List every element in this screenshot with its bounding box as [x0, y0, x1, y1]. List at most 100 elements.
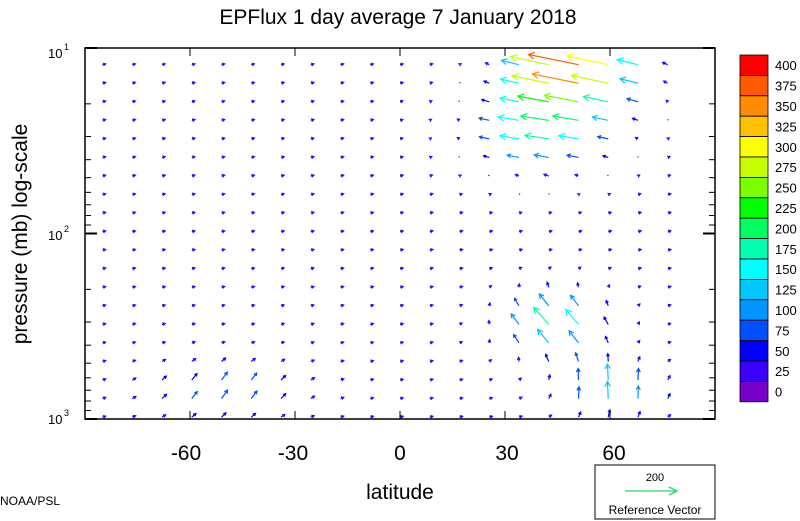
- flux-arrow-head: [370, 229, 375, 234]
- flux-arrow-head: [163, 375, 168, 380]
- flux-arrow: [510, 56, 549, 66]
- flux-arrow-head: [340, 377, 345, 382]
- flux-arrow-head: [636, 174, 641, 178]
- flux-arrow-head: [102, 155, 107, 160]
- flux-arrow-head: [551, 113, 560, 121]
- flux-arrow-head: [578, 248, 583, 252]
- flux-arrow-head: [459, 303, 464, 308]
- flux-arrow-head: [223, 412, 227, 416]
- flux-arrow-head: [459, 266, 464, 271]
- flux-arrow-head: [429, 174, 434, 178]
- flux-arrow-head: [340, 285, 345, 289]
- flux-arrow-head: [565, 153, 572, 159]
- flux-arrow-head: [370, 192, 375, 197]
- flux-arrow-head: [667, 211, 673, 215]
- flux-arrow-head: [667, 285, 673, 289]
- flux-arrow-head: [310, 266, 316, 271]
- colorbar-label: 0: [775, 385, 782, 400]
- flux-arrow-head: [635, 367, 641, 373]
- flux-arrow-head: [667, 266, 673, 271]
- flux-arrow-head: [102, 248, 107, 252]
- flux-arrow: [603, 316, 609, 325]
- flux-arrow-head: [221, 266, 226, 271]
- flux-arrow-head: [548, 266, 552, 270]
- flux-arrow-head: [399, 155, 405, 160]
- flux-arrow-head: [251, 81, 256, 85]
- flux-arrow-head: [192, 412, 197, 417]
- flux-arrow-head: [489, 211, 494, 215]
- flux-arrow: [481, 99, 490, 103]
- flux-arrow: [459, 81, 461, 84]
- flux-arrow-head: [505, 153, 512, 159]
- colorbar-label: 100: [775, 303, 797, 318]
- flux-arrow-head: [638, 248, 643, 252]
- flux-arrow-head: [191, 229, 197, 234]
- flux-arrow-head: [281, 303, 286, 308]
- flux-arrow-head: [428, 118, 433, 123]
- flux-arrow-head: [576, 192, 581, 197]
- ytick-label-1000: 10 3: [48, 408, 69, 427]
- flux-arrow-head: [162, 211, 167, 215]
- flux-arrow-head: [667, 413, 672, 418]
- flux-arrow-head: [191, 173, 197, 178]
- flux-arrow-head: [191, 62, 197, 67]
- flux-arrow-head: [102, 377, 107, 382]
- flux-arrow-head: [340, 414, 345, 419]
- flux-arrow-head: [162, 414, 167, 418]
- flux-arrow-head: [400, 415, 405, 419]
- flux-arrow-head: [310, 99, 316, 104]
- flux-arrow-head: [399, 118, 405, 122]
- flux-arrow-head: [487, 338, 492, 343]
- flux-arrow-head: [163, 393, 168, 398]
- flux-arrow-head: [637, 410, 642, 415]
- flux-arrow-head: [162, 81, 167, 85]
- flux-arrow-head: [311, 414, 316, 419]
- colorbar-swatch: [739, 136, 769, 158]
- flux-arrow-head: [221, 136, 226, 141]
- flux-arrow-head: [370, 266, 375, 271]
- flux-arrow: [500, 78, 520, 84]
- flux-arrow-head: [625, 97, 632, 102]
- flux-arrow-head: [162, 62, 167, 67]
- reference-arrow-head: [668, 486, 679, 496]
- flux-arrow-head: [340, 155, 345, 160]
- flux-arrow-head: [543, 92, 552, 101]
- flux-arrow-head: [400, 396, 405, 401]
- flux-arrow: [479, 136, 490, 140]
- flux-arrow-head: [162, 155, 167, 160]
- flux-arrow-head: [667, 392, 671, 397]
- flux-arrow-head: [429, 322, 435, 326]
- flux-arrow-head: [488, 192, 493, 197]
- flux-arrow-head: [569, 294, 575, 300]
- flux-arrow-head: [133, 395, 137, 400]
- flux-arrow-head: [565, 53, 574, 61]
- flux-arrow-head: [221, 62, 226, 67]
- flux-arrow: [565, 309, 579, 325]
- flux-arrow-head: [499, 76, 507, 84]
- flux-arrow-head: [667, 155, 672, 160]
- flux-arrow-head: [221, 173, 226, 178]
- flux-arrow-head: [370, 136, 375, 141]
- ytick-base-100: 10: [48, 228, 62, 243]
- flux-arrow: [571, 74, 609, 84]
- colorbar-swatch: [739, 197, 769, 219]
- x-axis-label: latitude: [366, 481, 434, 504]
- flux-arrow: [520, 115, 549, 121]
- flux-arrow-head: [429, 285, 435, 289]
- flux-arrow-head: [102, 62, 107, 67]
- flux-arrow-head: [514, 173, 519, 178]
- flux-arrow-head: [132, 99, 137, 104]
- flux-arrow-head: [477, 116, 483, 121]
- flux-arrow-head: [281, 285, 286, 289]
- reference-label: Reference Vector: [609, 503, 702, 517]
- flux-arrow-head: [429, 211, 435, 215]
- flux-arrow-head: [281, 155, 286, 160]
- flux-arrow-head: [370, 62, 375, 67]
- colorbar-label: 275: [775, 160, 797, 175]
- flux-arrow-head: [400, 266, 405, 271]
- flux-arrow: [478, 117, 490, 121]
- flux-arrow-head: [310, 322, 316, 326]
- flux-arrow: [575, 352, 580, 362]
- flux-arrow-head: [400, 99, 405, 104]
- flux-arrow-head: [429, 192, 434, 197]
